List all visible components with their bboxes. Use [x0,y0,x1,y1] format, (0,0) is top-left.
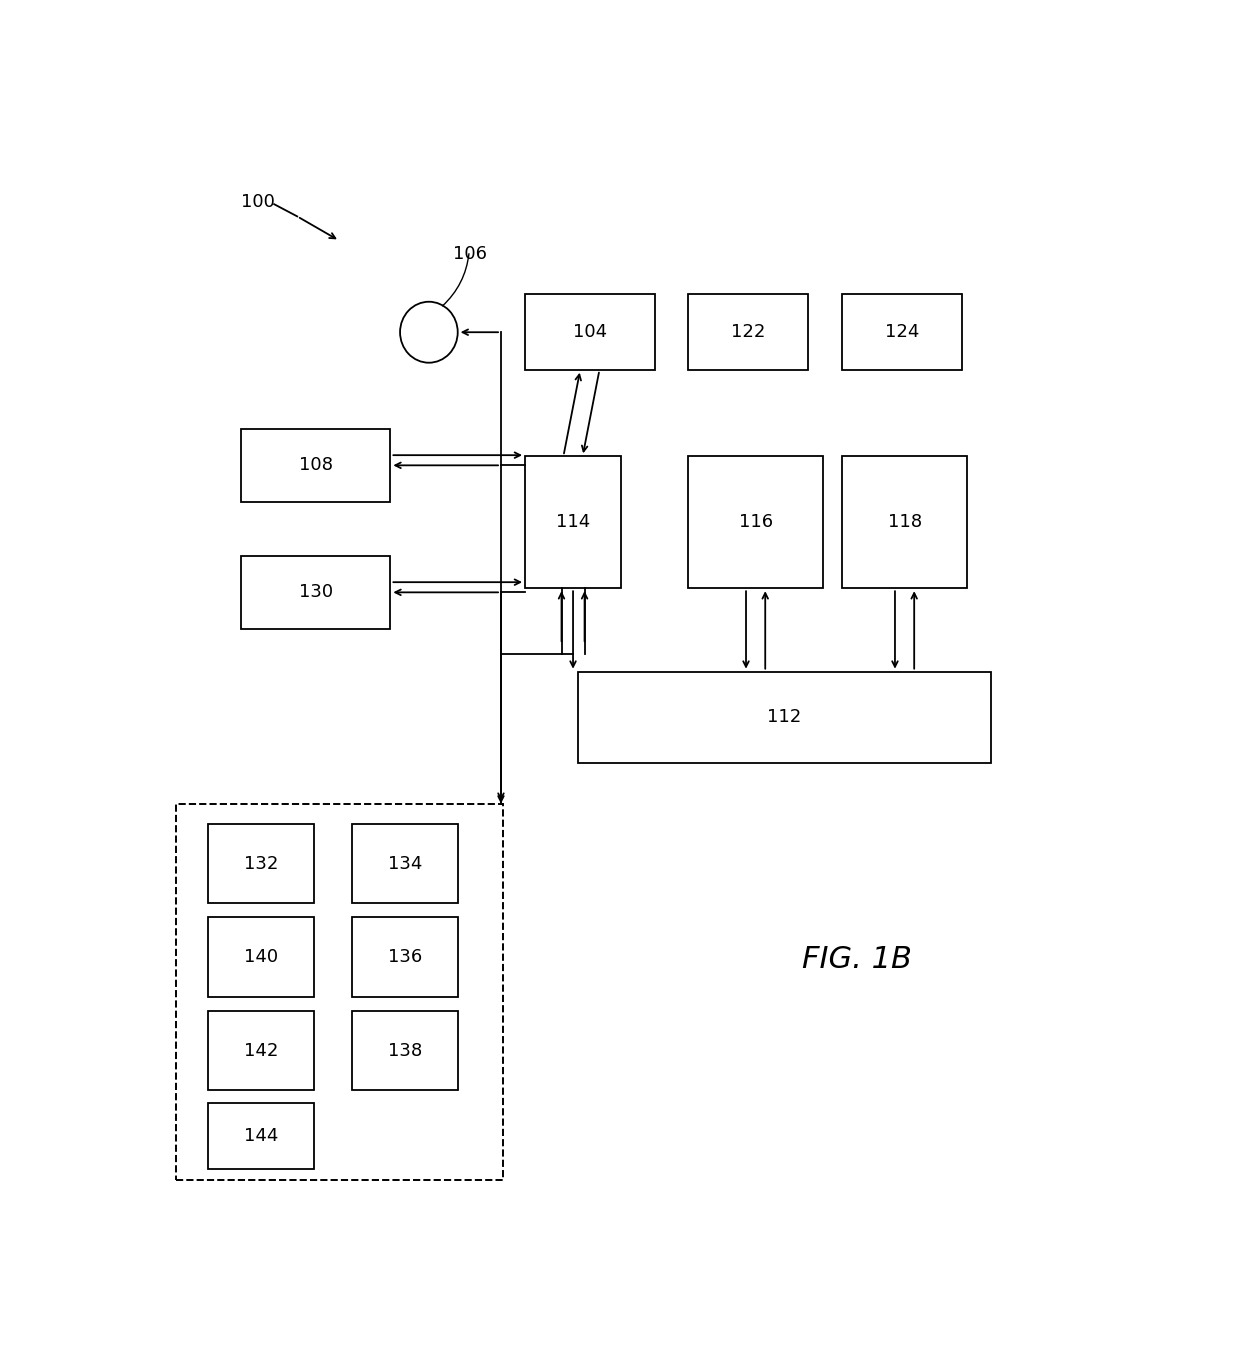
Bar [352,918,458,997]
Text: 142: 142 [243,1042,278,1059]
Text: 132: 132 [243,855,278,872]
Bar [352,824,458,903]
Text: 136: 136 [388,948,422,966]
Text: 130: 130 [299,583,334,602]
Bar [525,293,655,370]
Text: 124: 124 [885,323,919,341]
Text: 108: 108 [299,456,334,474]
Bar [208,918,314,997]
Bar [208,824,314,903]
Text: 114: 114 [556,513,590,532]
Text: FIG. 1B: FIG. 1B [801,945,911,973]
Bar [688,293,808,370]
Bar [842,456,967,588]
Text: 134: 134 [388,855,422,872]
Bar [525,456,621,588]
Bar [842,293,962,370]
Bar [352,1011,458,1090]
Bar [578,672,991,763]
Bar [176,804,503,1179]
Text: 118: 118 [888,513,921,532]
Bar [242,429,391,502]
Text: 144: 144 [243,1128,278,1145]
Bar [208,1104,314,1170]
Text: 122: 122 [732,323,765,341]
Bar [242,556,391,629]
Bar [208,1011,314,1090]
Text: 106: 106 [453,245,487,262]
Text: 138: 138 [388,1042,422,1059]
Text: 100: 100 [242,194,275,211]
Text: 116: 116 [739,513,773,532]
Text: 140: 140 [243,948,278,966]
Text: 104: 104 [573,323,606,341]
Text: 112: 112 [768,708,801,727]
Bar [688,456,823,588]
